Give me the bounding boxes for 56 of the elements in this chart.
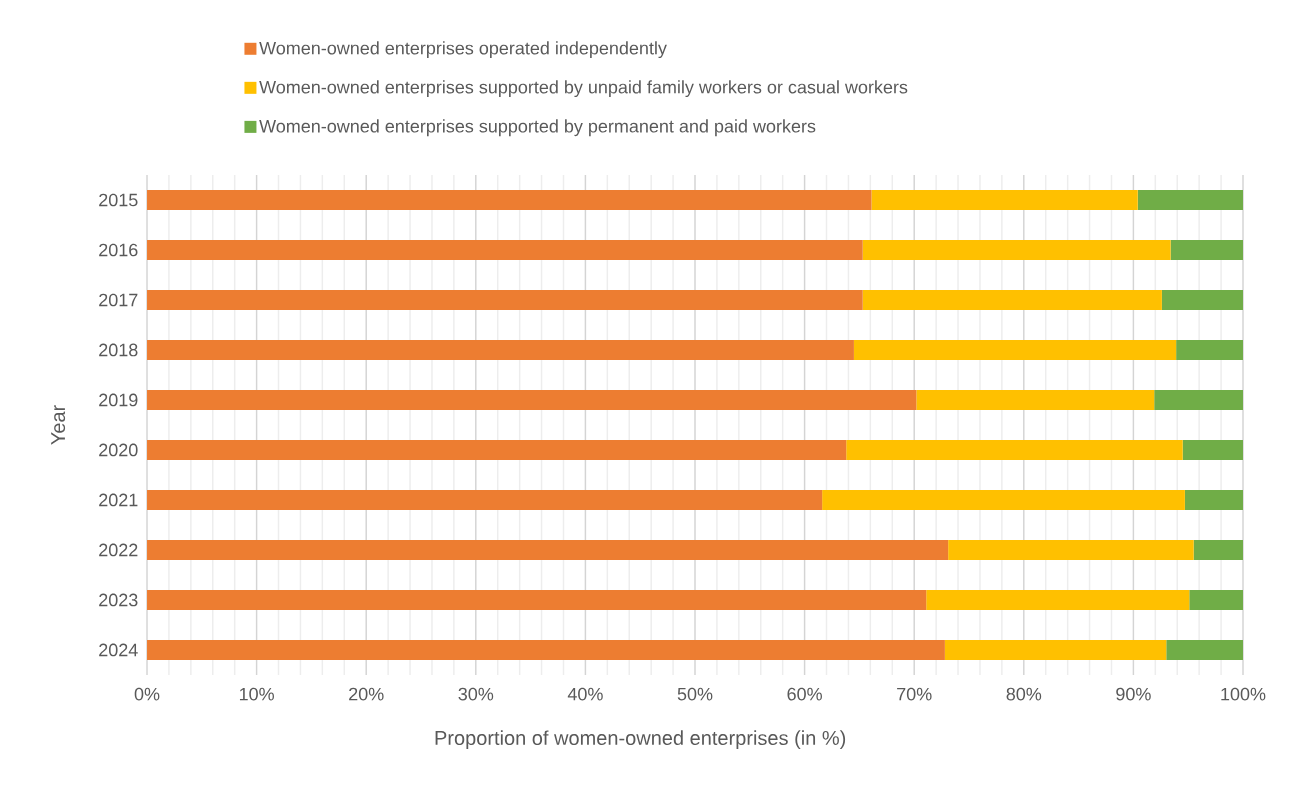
bar — [147, 290, 863, 310]
x-tick-label: 30% — [458, 687, 494, 701]
bar — [147, 639, 945, 660]
y-tick-label: 2021 — [99, 493, 138, 507]
bar — [1166, 639, 1243, 660]
x-tick-label: 100% — [1221, 687, 1266, 701]
legend-label: Women-owned enterprises supported by unpaid family workers or casual workers — [259, 80, 908, 98]
y-tick-label: 2018 — [99, 343, 138, 357]
x-tick-label: 20% — [349, 687, 384, 701]
bar — [846, 439, 1183, 460]
y-tick-label: 2015 — [99, 193, 138, 207]
bar — [147, 389, 917, 410]
bar — [147, 240, 863, 260]
bar — [1189, 589, 1243, 610]
y-tick-label: 2024 — [99, 643, 138, 657]
bar — [147, 490, 823, 510]
y-tick-label: 2020 — [99, 443, 138, 457]
y-tick-label: 2016 — [99, 243, 138, 257]
bar — [147, 439, 847, 460]
y-tick-label: 2017 — [99, 293, 138, 307]
bar — [1154, 389, 1243, 410]
bar — [853, 340, 1177, 360]
bar — [147, 539, 949, 560]
bar — [926, 589, 1190, 610]
bar — [944, 639, 1167, 660]
legend-label: Women-owned enterprises operated independently — [259, 41, 667, 59]
x-axis-title: Proportion of women-owned enterprises (in %) — [435, 730, 846, 749]
bar — [1184, 490, 1243, 510]
bar — [1193, 539, 1243, 560]
bar — [147, 190, 872, 210]
bar — [1182, 439, 1243, 460]
x-tick-label: 0% — [134, 687, 160, 701]
x-tick-label: 90% — [1116, 687, 1151, 701]
bar — [147, 340, 854, 360]
bar — [862, 240, 1171, 260]
bar — [822, 490, 1185, 510]
bar — [1176, 340, 1243, 360]
legend-label: Women-owned enterprises supported by permanent and paid workers — [259, 119, 816, 137]
x-tick-label: 50% — [677, 687, 713, 701]
bar — [1170, 240, 1243, 260]
bar — [862, 290, 1162, 310]
x-tick-label: 60% — [787, 687, 822, 701]
x-tick-label: 10% — [239, 687, 274, 701]
bar — [1137, 190, 1243, 210]
bar — [147, 589, 927, 610]
x-tick-label: 40% — [567, 687, 603, 701]
y-tick-label: 2019 — [99, 393, 138, 407]
x-tick-label: 70% — [897, 687, 932, 701]
bar — [948, 539, 1194, 560]
bar — [871, 190, 1138, 210]
y-axis-title: Year — [51, 405, 66, 445]
bar — [916, 389, 1155, 410]
x-tick-label: 80% — [1006, 687, 1042, 701]
y-tick-label: 2022 — [99, 543, 138, 557]
y-tick-label: 2023 — [99, 593, 138, 607]
bar — [1161, 290, 1243, 310]
